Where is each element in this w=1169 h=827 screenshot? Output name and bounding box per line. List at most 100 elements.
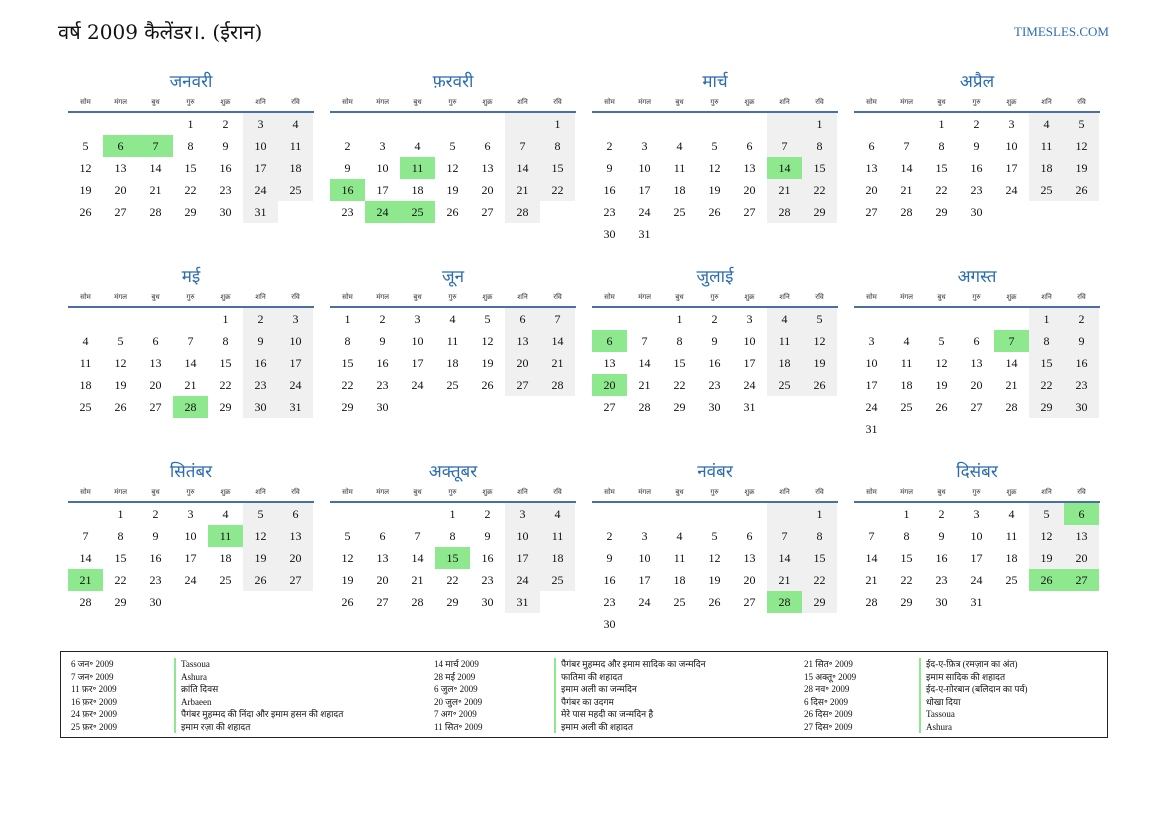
day-cell[interactable]: 25 <box>673 205 686 219</box>
day-cell[interactable]: 26 <box>935 400 948 414</box>
day-cell[interactable]: 9 <box>711 334 718 348</box>
day-cell[interactable]: 29 <box>673 400 686 414</box>
day-cell[interactable]: 4 <box>449 312 456 326</box>
day-cell[interactable]: 2 <box>152 507 159 521</box>
day-cell[interactable]: 15 <box>341 356 354 370</box>
day-cell[interactable]: 16 <box>603 573 616 587</box>
day-cell[interactable]: 2 <box>606 529 613 543</box>
day-cell[interactable]: 19 <box>114 378 127 392</box>
day-cell[interactable]: 22 <box>341 378 354 392</box>
day-cell[interactable]: 5 <box>344 529 351 543</box>
day-cell[interactable]: 8 <box>117 529 124 543</box>
day-cell[interactable]: 26 <box>481 378 494 392</box>
day-cell[interactable]: 18 <box>1005 551 1018 565</box>
day-cell[interactable]: 25 <box>219 573 232 587</box>
day-cell[interactable]: 15 <box>435 547 470 569</box>
day-cell[interactable]: 26 <box>1029 569 1064 591</box>
day-cell[interactable]: 26 <box>1064 179 1099 201</box>
day-cell[interactable]: 10 <box>638 551 651 565</box>
day-cell[interactable]: 21 <box>505 179 540 201</box>
day-cell[interactable]: 13 <box>970 356 983 370</box>
day-cell[interactable]: 31 <box>865 422 878 436</box>
day-cell[interactable]: 17 <box>743 356 756 370</box>
day-cell[interactable]: 6 <box>592 330 627 352</box>
day-cell[interactable]: 19 <box>1064 157 1099 179</box>
day-cell[interactable]: 27 <box>481 205 494 219</box>
day-cell[interactable]: 28 <box>149 205 162 219</box>
day-cell[interactable]: 17 <box>638 573 651 587</box>
day-cell[interactable]: 6 <box>973 334 980 348</box>
day-cell[interactable]: 17 <box>184 551 197 565</box>
day-cell[interactable]: 14 <box>540 330 575 352</box>
day-cell[interactable]: 31 <box>505 591 540 613</box>
day-cell[interactable]: 11 <box>673 551 686 565</box>
day-cell[interactable]: 28 <box>79 595 92 609</box>
day-cell[interactable]: 3 <box>641 529 648 543</box>
day-cell[interactable]: 28 <box>767 201 802 223</box>
day-cell[interactable]: 31 <box>243 201 278 223</box>
day-cell[interactable]: 27 <box>505 374 540 396</box>
day-cell[interactable]: 14 <box>505 157 540 179</box>
day-cell[interactable]: 7 <box>767 525 802 547</box>
day-cell[interactable]: 27 <box>278 569 313 591</box>
day-cell[interactable]: 9 <box>379 334 386 348</box>
day-cell[interactable]: 22 <box>802 569 837 591</box>
day-cell[interactable]: 13 <box>376 551 389 565</box>
day-cell[interactable]: 22 <box>802 179 837 201</box>
day-cell[interactable]: 21 <box>900 183 913 197</box>
day-cell[interactable]: 24 <box>638 595 651 609</box>
day-cell[interactable]: 1 <box>344 312 351 326</box>
day-cell[interactable]: 11 <box>446 334 459 348</box>
day-cell[interactable]: 14 <box>767 547 802 569</box>
day-cell[interactable]: 10 <box>638 161 651 175</box>
day-cell[interactable]: 23 <box>243 374 278 396</box>
day-cell[interactable]: 8 <box>344 334 351 348</box>
day-cell[interactable]: 31 <box>278 396 313 418</box>
day-cell[interactable]: 29 <box>114 595 127 609</box>
day-cell[interactable]: 12 <box>708 551 721 565</box>
day-cell[interactable]: 6 <box>278 503 313 525</box>
day-cell[interactable]: 13 <box>743 161 756 175</box>
day-cell[interactable]: 17 <box>376 183 389 197</box>
day-cell[interactable]: 5 <box>711 139 718 153</box>
day-cell[interactable]: 1 <box>903 507 910 521</box>
day-cell[interactable]: 1 <box>117 507 124 521</box>
day-cell[interactable]: 11 <box>400 157 435 179</box>
day-cell[interactable]: 13 <box>603 356 616 370</box>
day-cell[interactable]: 30 <box>243 396 278 418</box>
day-cell[interactable]: 25 <box>900 400 913 414</box>
day-cell[interactable]: 18 <box>219 551 232 565</box>
day-cell[interactable]: 5 <box>449 139 456 153</box>
day-cell[interactable]: 21 <box>865 573 878 587</box>
day-cell[interactable]: 27 <box>376 595 389 609</box>
day-cell[interactable]: 4 <box>222 507 229 521</box>
day-cell[interactable]: 3 <box>973 507 980 521</box>
day-cell[interactable]: 31 <box>743 400 756 414</box>
day-cell[interactable]: 5 <box>938 334 945 348</box>
day-cell[interactable]: 2 <box>243 308 278 330</box>
day-cell[interactable]: 16 <box>243 352 278 374</box>
day-cell[interactable]: 1 <box>449 507 456 521</box>
day-cell[interactable]: 4 <box>1029 113 1064 135</box>
day-cell[interactable]: 23 <box>970 183 983 197</box>
day-cell[interactable]: 17 <box>505 547 540 569</box>
day-cell[interactable]: 7 <box>994 330 1029 352</box>
day-cell[interactable]: 6 <box>868 139 875 153</box>
day-cell[interactable]: 22 <box>184 183 197 197</box>
day-cell[interactable]: 12 <box>935 356 948 370</box>
day-cell[interactable]: 18 <box>278 157 313 179</box>
day-cell[interactable]: 23 <box>341 205 354 219</box>
day-cell[interactable]: 20 <box>592 374 627 396</box>
day-cell[interactable]: 8 <box>187 139 194 153</box>
day-cell[interactable]: 21 <box>540 352 575 374</box>
day-cell[interactable]: 1 <box>802 503 837 525</box>
day-cell[interactable]: 22 <box>900 573 913 587</box>
day-cell[interactable]: 11 <box>79 356 92 370</box>
day-cell[interactable]: 3 <box>746 312 753 326</box>
day-cell[interactable]: 29 <box>184 205 197 219</box>
day-cell[interactable]: 8 <box>1029 330 1064 352</box>
day-cell[interactable]: 9 <box>1064 330 1099 352</box>
day-cell[interactable]: 6 <box>103 135 138 157</box>
day-cell[interactable]: 21 <box>638 378 651 392</box>
day-cell[interactable]: 12 <box>114 356 127 370</box>
